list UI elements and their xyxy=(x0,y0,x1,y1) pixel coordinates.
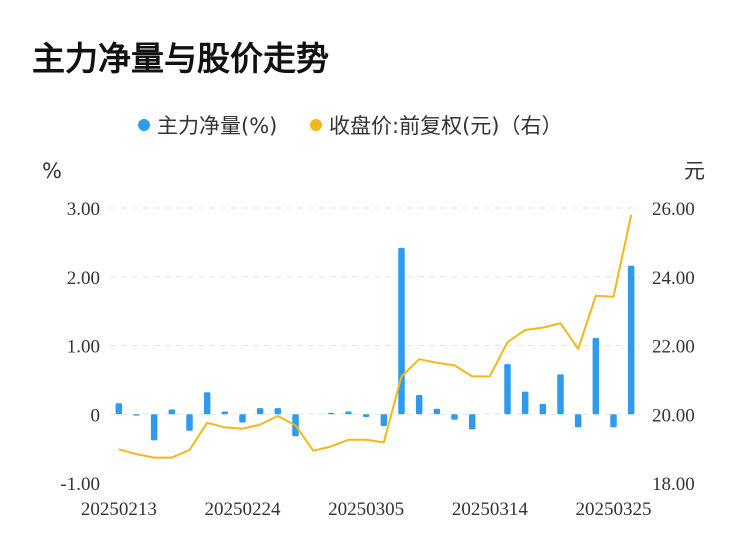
left-axis-unit: % xyxy=(42,159,62,183)
bar xyxy=(451,414,458,420)
bar xyxy=(433,408,441,415)
bar xyxy=(239,414,246,423)
left-tick-label: 2.00 xyxy=(67,268,100,289)
bar xyxy=(521,391,529,415)
bar xyxy=(557,374,564,415)
bar xyxy=(539,403,547,415)
x-tick-label: 20250314 xyxy=(452,499,529,520)
left-tick-label: 0 xyxy=(91,405,101,426)
left-tick-label: -1.00 xyxy=(60,474,100,495)
x-tick-label: 20250325 xyxy=(576,499,652,520)
right-tick-label: 20.00 xyxy=(652,405,695,426)
right-tick-label: 18.00 xyxy=(652,474,695,495)
bar xyxy=(221,411,229,415)
bar xyxy=(133,414,140,416)
bar xyxy=(327,412,335,415)
legend-label-net-volume: 主力净量(%) xyxy=(157,114,277,138)
chart-title: 主力净量与股价走势 xyxy=(32,39,329,78)
grid-lines xyxy=(110,207,640,415)
bar xyxy=(186,414,193,431)
bar xyxy=(610,414,617,428)
right-tick-label: 24.00 xyxy=(652,268,695,289)
legend-label-close-price: 收盘价:前复权(元)（右） xyxy=(329,114,562,138)
bar xyxy=(362,414,370,417)
legend: 主力净量(%) 收盘价:前复权(元)（右） xyxy=(138,114,562,138)
legend-marker-net-volume xyxy=(138,119,150,131)
bar-series-net-volume xyxy=(115,247,635,441)
x-tick-label: 20250213 xyxy=(81,499,157,520)
left-axis-ticks: -1.00 0 1.00 2.00 3.00 xyxy=(60,199,100,495)
bar xyxy=(398,247,405,415)
x-tick-label: 20250305 xyxy=(328,499,404,520)
bar xyxy=(592,337,600,415)
bar xyxy=(380,414,388,426)
bar xyxy=(627,265,635,415)
bar xyxy=(415,395,423,415)
left-tick-label: 3.00 xyxy=(67,199,100,220)
bar xyxy=(168,409,176,415)
bar xyxy=(468,414,476,430)
close-price-line xyxy=(118,214,633,459)
bar xyxy=(115,403,123,415)
x-tick-label: 20250224 xyxy=(205,499,282,520)
bar xyxy=(574,414,582,428)
right-axis-ticks: 18.00 20.00 22.00 24.00 26.00 xyxy=(652,199,695,495)
bar xyxy=(274,408,282,415)
left-tick-label: 1.00 xyxy=(67,337,100,358)
bar xyxy=(504,364,511,415)
right-tick-label: 22.00 xyxy=(652,337,695,358)
bar xyxy=(345,411,352,415)
line-series-close-price xyxy=(118,214,633,459)
bar xyxy=(203,392,211,415)
legend-marker-close-price xyxy=(310,119,322,131)
x-axis-ticks: 20250213 20250224 20250305 20250314 20250325 xyxy=(81,499,652,520)
bar xyxy=(150,414,158,441)
bar xyxy=(256,408,264,415)
right-tick-label: 26.00 xyxy=(652,199,695,220)
right-axis-unit: 元 xyxy=(684,159,705,183)
